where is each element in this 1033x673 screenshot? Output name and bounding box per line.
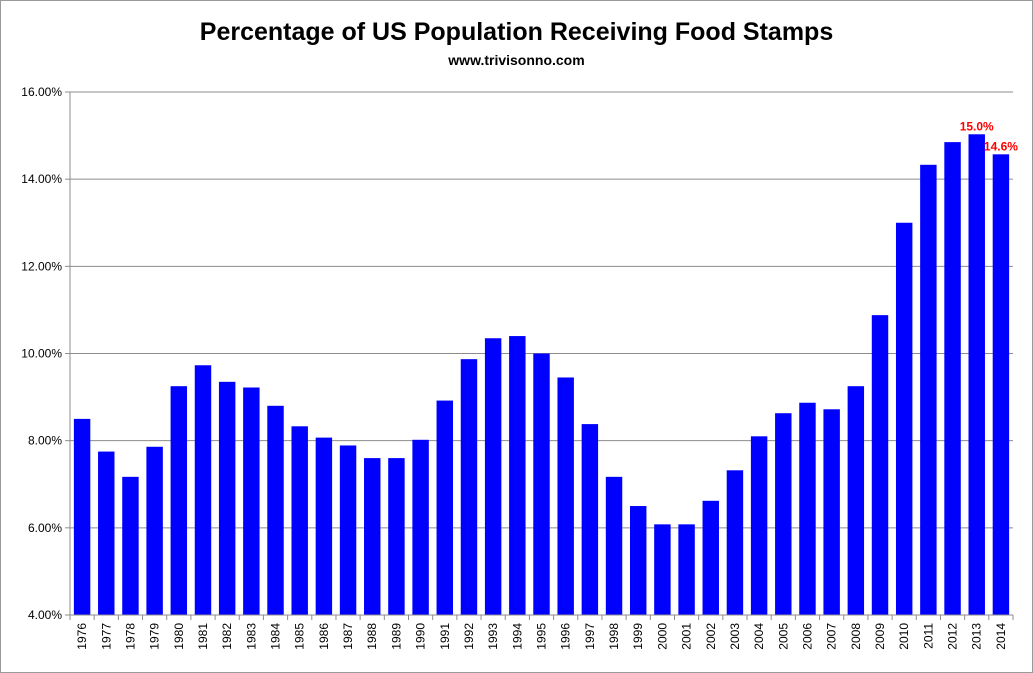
x-tick-label: 2014 xyxy=(994,623,1008,650)
bar-2012 xyxy=(944,142,961,615)
y-tick-label: 14.00% xyxy=(21,172,62,186)
x-tick-label: 1977 xyxy=(99,623,113,650)
chart-subtitle: www.trivisonno.com xyxy=(448,52,585,68)
x-tick-label: 1997 xyxy=(583,623,597,650)
bar-1978 xyxy=(122,476,139,615)
x-tick-label: 1996 xyxy=(559,623,573,650)
y-tick-label: 8.00% xyxy=(28,434,62,448)
x-tick-label: 1992 xyxy=(462,623,476,650)
x-tick-label: 1989 xyxy=(389,623,403,650)
x-tick-label: 1982 xyxy=(220,623,234,650)
data-labels: 15.0% 14.6% xyxy=(960,119,1019,153)
bar-1986 xyxy=(315,437,333,615)
bar-2014 xyxy=(992,154,1010,616)
y-tick-label: 4.00% xyxy=(28,608,62,622)
bar-1995 xyxy=(533,353,550,615)
bar-1999 xyxy=(629,506,647,615)
y-tick-label: 10.00% xyxy=(21,347,62,361)
x-tick-label: 1990 xyxy=(414,623,428,650)
x-tick-label: 1987 xyxy=(341,623,355,650)
bar-2002 xyxy=(702,500,719,615)
bar-1976 xyxy=(73,418,91,615)
bar-2006 xyxy=(799,402,816,615)
x-tick-label: 1993 xyxy=(486,623,500,650)
bar-2004 xyxy=(750,436,768,615)
bar-1998 xyxy=(605,476,623,615)
y-axis-tick-labels: 4.00% 6.00% 8.00% 10.00% 12.00% 14.00% 16.00% xyxy=(21,85,70,622)
bar-2011 xyxy=(920,164,937,615)
x-tick-label: 1999 xyxy=(631,623,645,650)
bar-1993 xyxy=(484,338,502,615)
x-tick-label: 1980 xyxy=(172,623,186,650)
x-axis-tick-labels: 1976 1977 1978 1979 1980 1981 1982 1983 1984 1985… xyxy=(75,623,1008,650)
chart-title: Percentage of US Population Receiving Fo… xyxy=(199,18,834,46)
bar-2013 xyxy=(968,134,985,616)
x-tick-label: 1985 xyxy=(293,623,307,650)
x-tick-label: 2004 xyxy=(752,623,766,650)
x-tick-label: 2007 xyxy=(825,623,839,650)
bar-1985 xyxy=(291,426,308,615)
x-tick-label: 2009 xyxy=(873,623,887,650)
x-tick-label: 2002 xyxy=(704,623,718,650)
data-label-2013: 15.0% xyxy=(960,119,994,133)
x-tick-label: 2000 xyxy=(655,623,669,650)
x-tick-label: 1995 xyxy=(535,623,549,650)
bar-2008 xyxy=(847,386,865,615)
bar-1997 xyxy=(581,424,599,615)
x-tick-label: 2001 xyxy=(680,623,694,650)
y-tick-label: 6.00% xyxy=(28,521,62,535)
x-tick-label: 2005 xyxy=(776,623,790,650)
bar-2010 xyxy=(895,222,913,615)
bar-1988 xyxy=(364,458,381,615)
bar-2003 xyxy=(726,470,744,615)
bar-1987 xyxy=(339,445,357,615)
x-tick-label: 2013 xyxy=(970,623,984,650)
x-tick-label: 2008 xyxy=(849,623,863,650)
bar-1996 xyxy=(557,377,574,615)
x-tick-label: 1984 xyxy=(269,623,283,650)
x-tick-label: 2012 xyxy=(946,623,960,650)
bar-1983 xyxy=(243,387,260,615)
x-tick-label: 1983 xyxy=(244,623,258,650)
x-tick-label: 1979 xyxy=(148,623,162,650)
x-tick-label: 2011 xyxy=(921,623,935,649)
bar-1981 xyxy=(194,365,212,615)
bar-1989 xyxy=(388,458,405,615)
bar-1982 xyxy=(218,381,236,615)
x-tick-label: 1998 xyxy=(607,623,621,650)
x-tick-label: 1991 xyxy=(438,623,452,650)
bar-1991 xyxy=(436,400,454,615)
bar-2001 xyxy=(678,524,695,615)
data-label-2014: 14.6% xyxy=(984,139,1018,153)
x-tick-label: 1986 xyxy=(317,623,331,650)
bar-2000 xyxy=(654,524,671,615)
y-tick-label: 12.00% xyxy=(21,259,62,273)
x-tick-label: 1978 xyxy=(123,623,137,650)
x-tick-label: 2006 xyxy=(800,623,814,650)
bar-2007 xyxy=(823,409,840,615)
bar-2009 xyxy=(871,315,889,615)
bar-1979 xyxy=(146,446,163,615)
x-tick-label: 1976 xyxy=(75,623,89,650)
bars xyxy=(73,134,1010,616)
x-tick-label: 1988 xyxy=(365,623,379,650)
bar-1977 xyxy=(98,451,115,615)
bar-1992 xyxy=(460,359,478,615)
bar-1994 xyxy=(509,336,526,615)
x-tick-label: 2003 xyxy=(728,623,742,650)
bar-1980 xyxy=(170,386,188,615)
y-tick-label: 16.00% xyxy=(21,85,62,99)
bar-1984 xyxy=(267,405,284,615)
x-tick-label: 2010 xyxy=(897,623,911,650)
bar-1990 xyxy=(412,439,429,615)
bar-2005 xyxy=(775,413,792,615)
x-tick-label: 1981 xyxy=(196,623,210,650)
x-tick-label: 1994 xyxy=(510,623,524,650)
